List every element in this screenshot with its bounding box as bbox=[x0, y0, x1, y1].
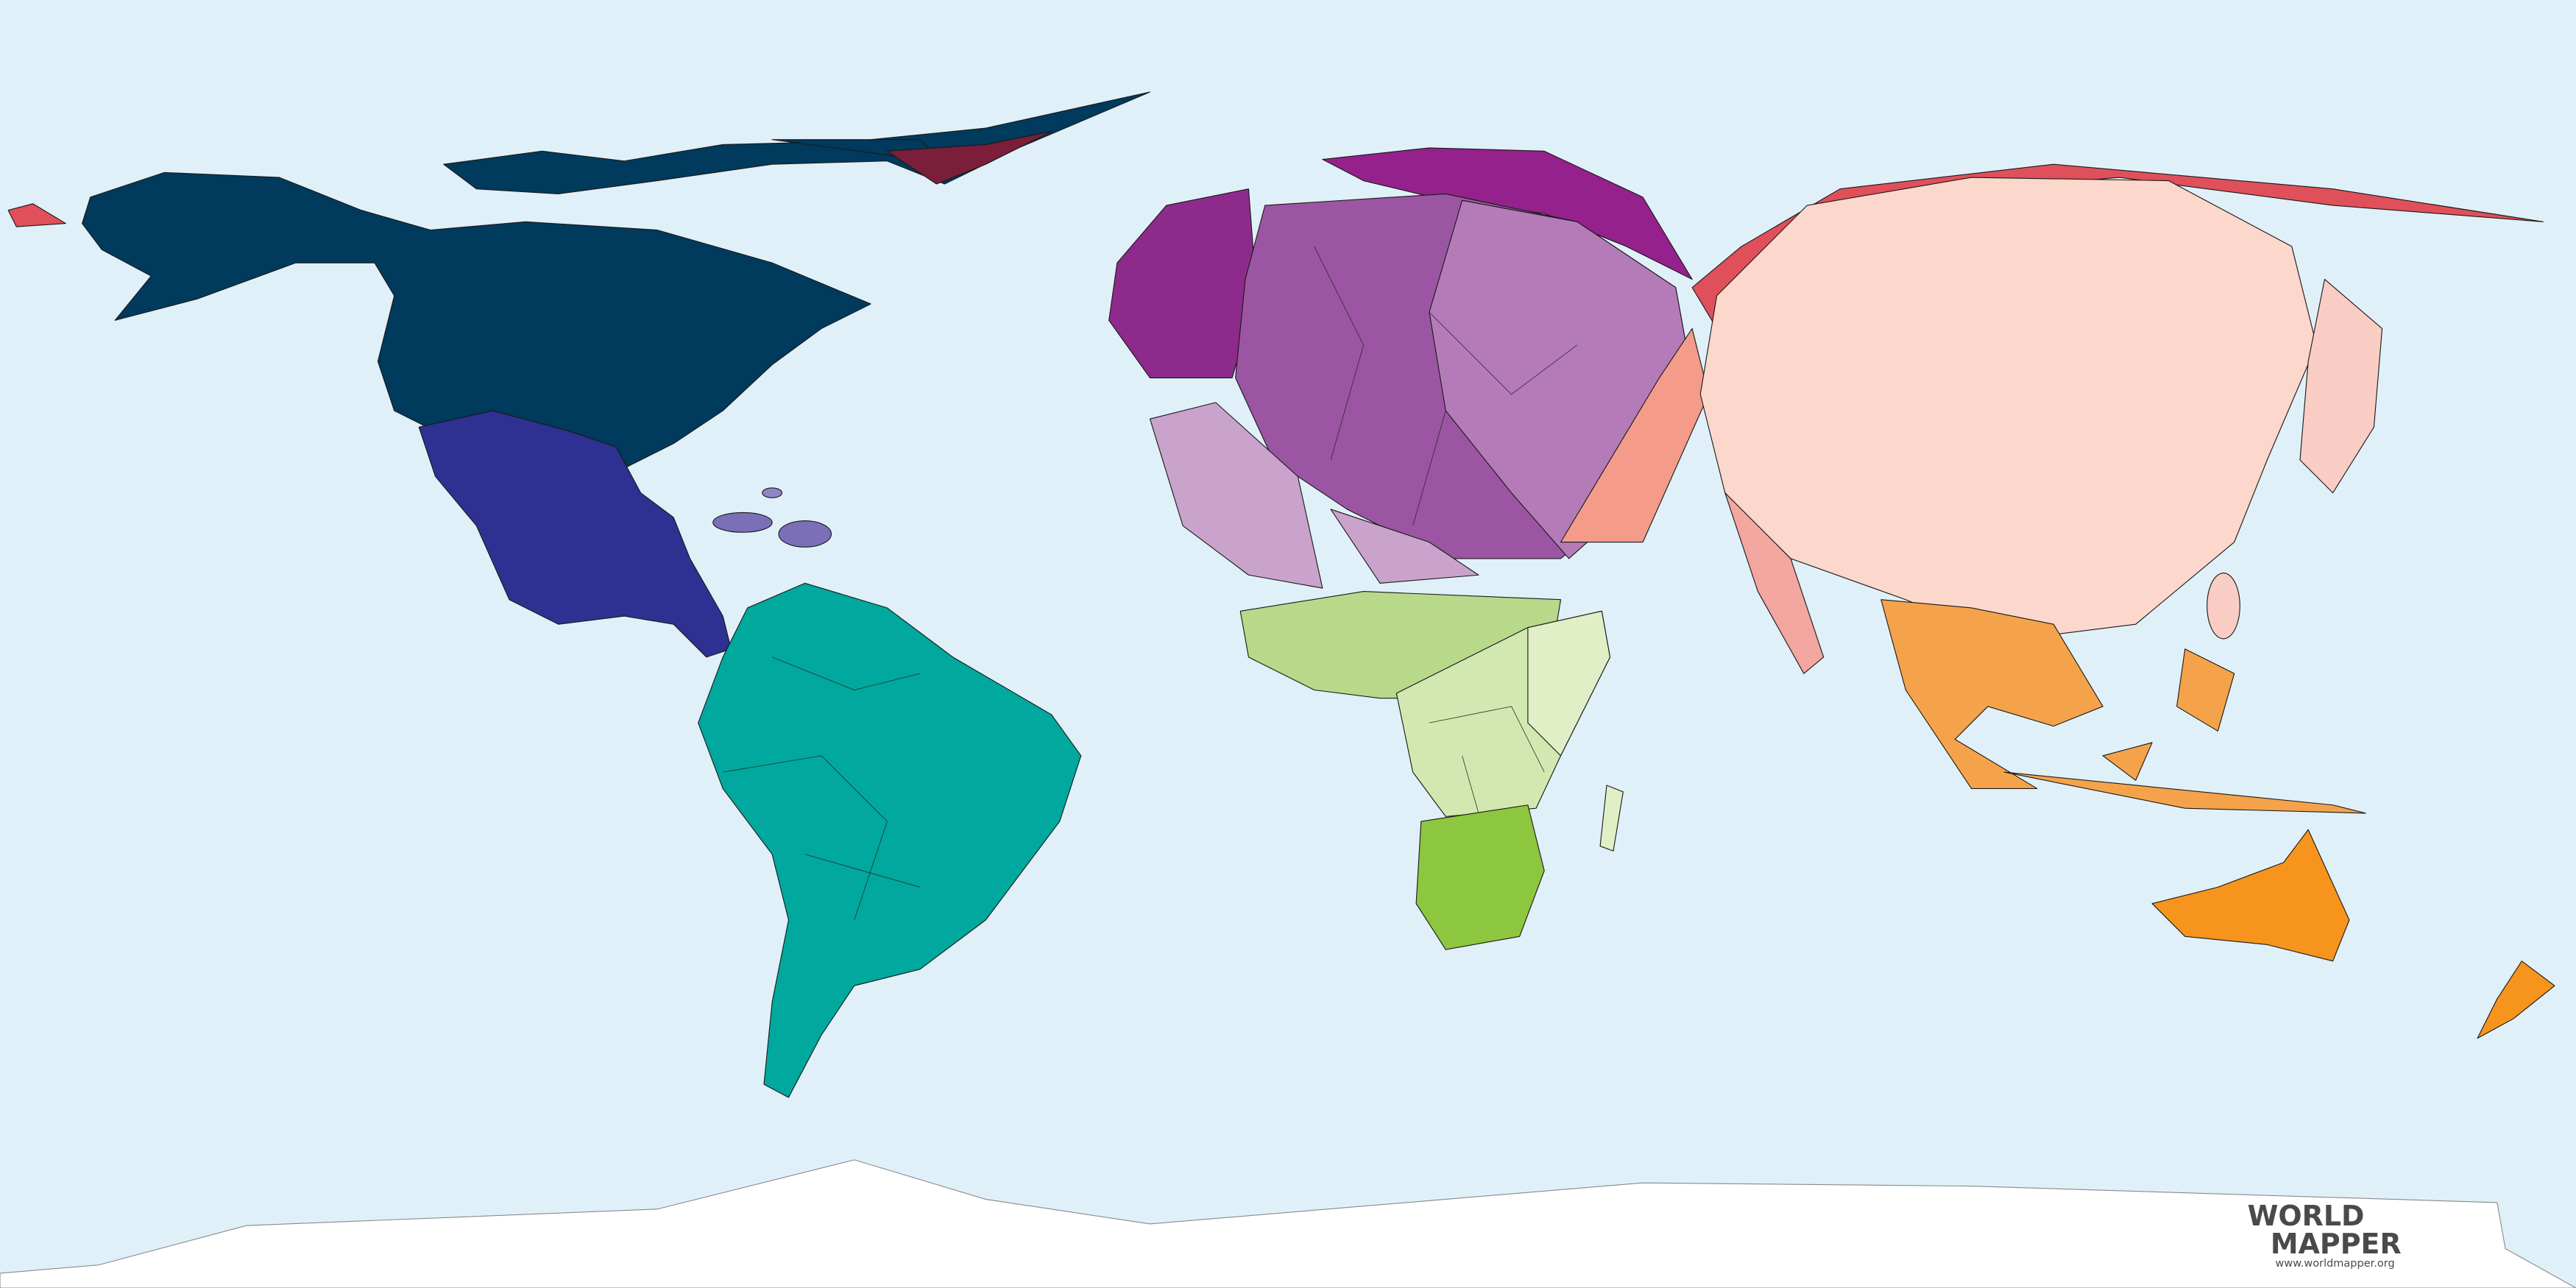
south-america bbox=[698, 582, 1082, 1098]
new-zealand bbox=[2477, 960, 2555, 1039]
australia bbox=[2151, 829, 2350, 962]
logo-url: www.worldmapper.org bbox=[2276, 1258, 2395, 1270]
logo-line1: WORLD bbox=[2248, 1200, 2365, 1232]
asia bbox=[1699, 177, 2383, 674]
southeast-asia bbox=[1880, 599, 2366, 814]
worldmapper-logo: WORLD MAPPER www.worldmapper.org bbox=[2248, 1200, 2402, 1270]
africa bbox=[1239, 591, 1624, 950]
antarctica bbox=[0, 1159, 2576, 1288]
logo-line2: MAPPER bbox=[2271, 1228, 2402, 1260]
caribbean bbox=[712, 487, 832, 548]
north-america bbox=[7, 91, 1151, 469]
